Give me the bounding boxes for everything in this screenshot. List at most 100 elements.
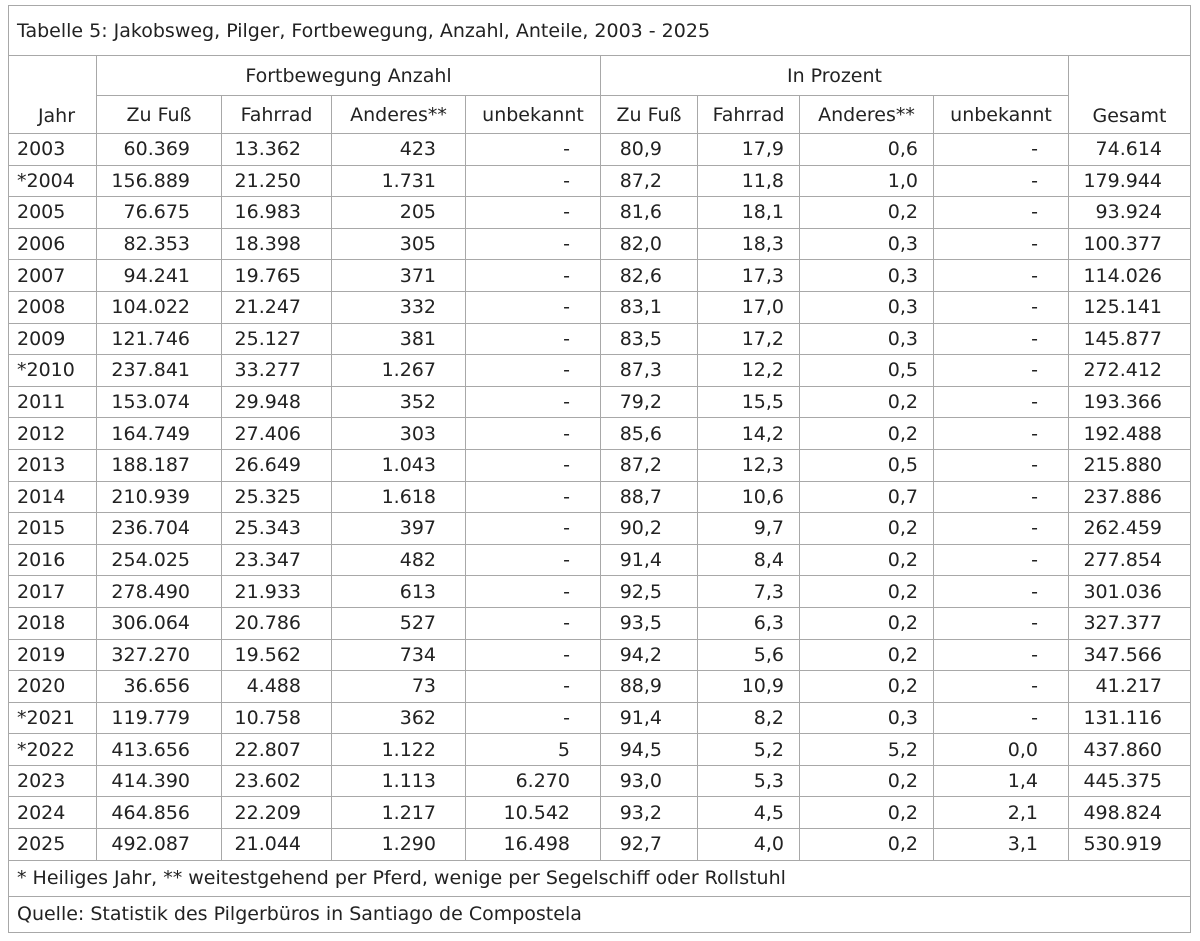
table-cell: 153.074 bbox=[96, 385, 222, 419]
table-cell: 22.807 bbox=[221, 733, 332, 766]
table-row: 2006 82.353 18.398 305-82,0 18,3 0,3-100.377 bbox=[8, 227, 1192, 261]
table-row: *2010 237.841 33.277 1.267-87,3 12,2 0,5-272.… bbox=[8, 354, 1192, 387]
table-cell: - bbox=[465, 227, 601, 261]
table-cell: 23.347 bbox=[221, 543, 332, 577]
table-cell: - bbox=[465, 290, 601, 324]
table-cell: 8,2 bbox=[697, 701, 800, 735]
table-cell: 15,5 bbox=[697, 385, 800, 419]
table-cell: - bbox=[465, 701, 601, 735]
column-header: Gesamt bbox=[1067, 55, 1192, 134]
table-cell: 18,1 bbox=[697, 196, 800, 229]
table-cell: 1.618 bbox=[331, 480, 466, 514]
table-cell: 121.746 bbox=[96, 322, 222, 356]
table-cell: 2003 bbox=[8, 133, 97, 166]
table-cell: 445.375 bbox=[1067, 764, 1192, 798]
table-cell: 14,2 bbox=[697, 417, 800, 450]
table-row: 2018 306.064 20.786 527-93,5 6,3 0,2-327.377 bbox=[8, 606, 1192, 640]
table-cell: *2004 bbox=[8, 164, 97, 198]
table-cell: - bbox=[933, 606, 1069, 640]
table-cell: 2017 bbox=[8, 575, 97, 608]
table-title: Tabelle 5: Jakobsweg, Pilger, Fortbewegu… bbox=[7, 5, 1192, 56]
table-cell: 82,0 bbox=[600, 227, 698, 261]
table-cell: 215.880 bbox=[1067, 448, 1192, 482]
table-cell: 17,3 bbox=[697, 259, 800, 292]
table-cell: 0,2 bbox=[799, 670, 934, 703]
table-cell: 90,2 bbox=[600, 512, 698, 545]
table-cell: 93,0 bbox=[600, 764, 698, 798]
table-cell: 237.886 bbox=[1067, 480, 1192, 514]
table-cell: - bbox=[933, 670, 1069, 703]
table-cell: 0,3 bbox=[799, 290, 934, 324]
table-cell: 25.325 bbox=[221, 480, 332, 514]
table-cell: 36.656 bbox=[96, 670, 222, 703]
table-cell: 0,3 bbox=[799, 701, 934, 735]
table-cell: 4,0 bbox=[697, 828, 800, 861]
table-cell: 530.919 bbox=[1067, 828, 1192, 861]
table-cell: 85,6 bbox=[600, 417, 698, 450]
table-cell: 82,6 bbox=[600, 259, 698, 292]
table-cell: 12,2 bbox=[697, 354, 800, 387]
table-cell: 303 bbox=[331, 417, 466, 450]
group-header: In Prozent bbox=[600, 55, 1069, 96]
table-cell: 18,3 bbox=[697, 227, 800, 261]
table-cell: 16.983 bbox=[221, 196, 332, 229]
table-cell: 12,3 bbox=[697, 448, 800, 482]
table-cell: - bbox=[933, 448, 1069, 482]
table-cell: 92,5 bbox=[600, 575, 698, 608]
table-cell: 33.277 bbox=[221, 354, 332, 387]
table-cell: 87,2 bbox=[600, 164, 698, 198]
table-cell: 2008 bbox=[8, 290, 97, 324]
table-cell: 0,0 bbox=[933, 733, 1069, 766]
table-row: 2007 94.241 19.765 371-82,6 17,3 0,3-114.026 bbox=[8, 259, 1192, 292]
table-cell: 237.841 bbox=[96, 354, 222, 387]
table-row: 2020 36.656 4.488 73-88,9 10,9 0,2-41.217 bbox=[8, 670, 1192, 703]
table-row: 2017 278.490 21.933 613-92,5 7,3 0,2-301.036 bbox=[8, 575, 1192, 608]
table-cell: 301.036 bbox=[1067, 575, 1192, 608]
table-row: 2011 153.074 29.948 352-79,2 15,5 0,2-193.366 bbox=[8, 385, 1192, 419]
table-row: 2008 104.022 21.247 332-83,1 17,0 0,3-125.141 bbox=[8, 290, 1192, 324]
table-cell: 2024 bbox=[8, 796, 97, 830]
column-header: Fahrrad bbox=[221, 95, 332, 134]
table-cell: 11,8 bbox=[697, 164, 800, 198]
table-cell: 164.749 bbox=[96, 417, 222, 450]
data-table: Tabelle 5: Jakobsweg, Pilger, Fortbewegu… bbox=[7, 5, 1192, 933]
table-cell: 414.390 bbox=[96, 764, 222, 798]
table-row: 2005 76.675 16.983 205-81,6 18,1 0,2-93.924 bbox=[8, 196, 1192, 229]
table-cell: - bbox=[465, 196, 601, 229]
table-cell: 1.290 bbox=[331, 828, 466, 861]
table-cell: 1.043 bbox=[331, 448, 466, 482]
table-cell: 0,3 bbox=[799, 322, 934, 356]
table-cell: 19.562 bbox=[221, 638, 332, 672]
table-cell: 93,2 bbox=[600, 796, 698, 830]
table-cell: 0,2 bbox=[799, 417, 934, 450]
table-cell: - bbox=[933, 638, 1069, 672]
table-row: 2024 464.856 22.209 1.217 10.542 93,2 4,5 0,2 2,… bbox=[8, 796, 1192, 830]
table-cell: 0,5 bbox=[799, 354, 934, 387]
table-cell: 6,3 bbox=[697, 606, 800, 640]
table-cell: - bbox=[933, 196, 1069, 229]
table-cell: 2007 bbox=[8, 259, 97, 292]
table-cell: 4.488 bbox=[221, 670, 332, 703]
table-cell: 278.490 bbox=[96, 575, 222, 608]
column-header: Jahr bbox=[8, 55, 97, 134]
table-cell: - bbox=[465, 543, 601, 577]
table-cell: - bbox=[465, 606, 601, 640]
table-cell: - bbox=[465, 133, 601, 166]
table-cell: 1.122 bbox=[331, 733, 466, 766]
table-cell: 76.675 bbox=[96, 196, 222, 229]
table-cell: 179.944 bbox=[1067, 164, 1192, 198]
table-cell: - bbox=[933, 322, 1069, 356]
table-cell: 10,9 bbox=[697, 670, 800, 703]
table-cell: 93.924 bbox=[1067, 196, 1192, 229]
table-cell: - bbox=[465, 670, 601, 703]
table-cell: 464.856 bbox=[96, 796, 222, 830]
table-cell: - bbox=[933, 354, 1069, 387]
table-row: *2004 156.889 21.250 1.731-87,2 11,8 1,0-179.… bbox=[8, 164, 1192, 198]
table-cell: 193.366 bbox=[1067, 385, 1192, 419]
table-cell: 0,2 bbox=[799, 575, 934, 608]
table-cell: - bbox=[933, 133, 1069, 166]
table-row: 2015 236.704 25.343 397-90,2 9,7 0,2-262.459 bbox=[8, 512, 1192, 545]
table-cell: 60.369 bbox=[96, 133, 222, 166]
table-cell: *2010 bbox=[8, 354, 97, 387]
table-cell: 272.412 bbox=[1067, 354, 1192, 387]
